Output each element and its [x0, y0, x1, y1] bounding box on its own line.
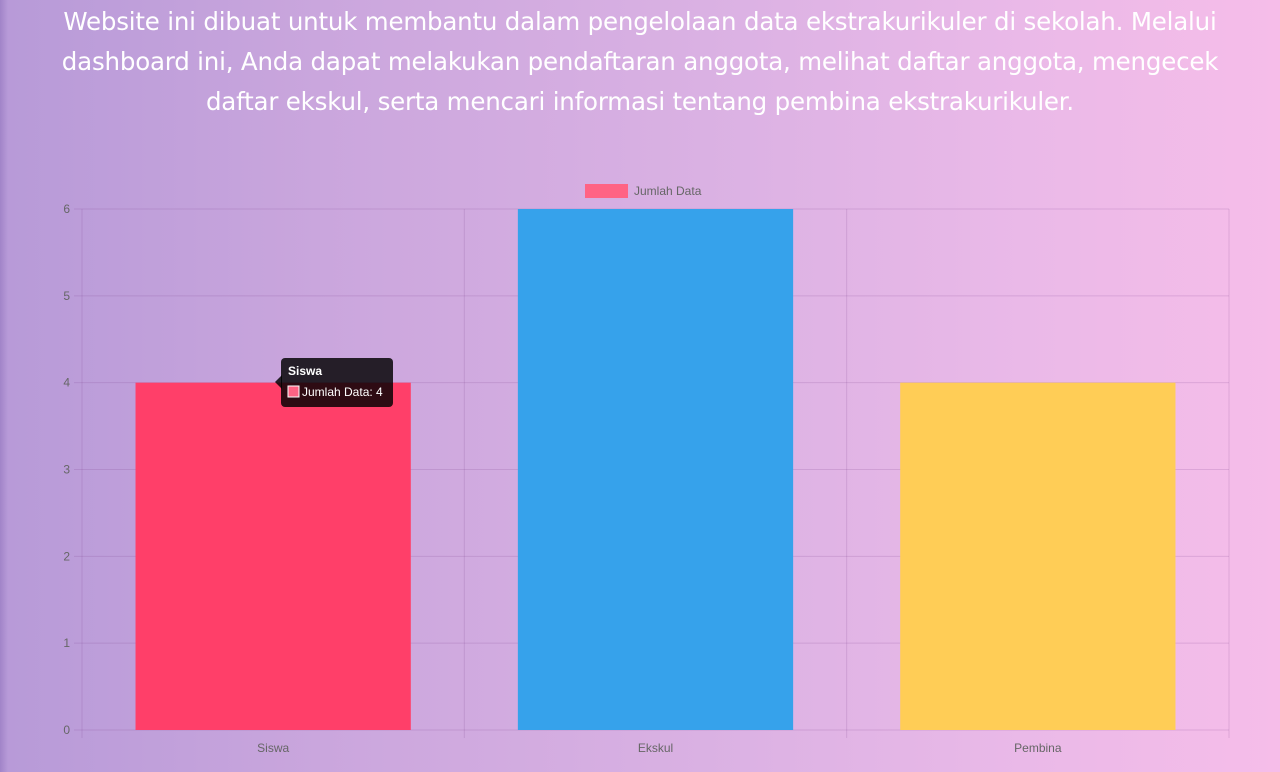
bar-ekskul[interactable]	[517, 209, 794, 730]
bar-pembina[interactable]	[900, 382, 1176, 730]
y-tick-label: 2	[63, 549, 70, 563]
x-axis-ticks: Siswa Ekskul Pembina	[257, 741, 1062, 755]
y-tick-label: 5	[63, 289, 70, 303]
tooltip-box	[281, 358, 393, 407]
tooltip-pointer	[275, 375, 282, 389]
x-tick-label-pembina: Pembina	[1014, 741, 1062, 755]
legend-swatch	[585, 184, 628, 198]
y-tick-label: 4	[63, 376, 70, 390]
y-tick-label: 6	[63, 202, 70, 216]
y-tick-label: 1	[63, 636, 70, 650]
bar-siswa[interactable]	[135, 382, 411, 730]
chart-bars	[135, 209, 1176, 730]
tooltip-swatch	[287, 385, 300, 398]
tooltip-label: Jumlah Data: 4	[302, 385, 383, 399]
chart-legend[interactable]: Jumlah Data	[585, 184, 702, 198]
y-tick-label: 0	[63, 723, 70, 737]
y-tick-label: 3	[63, 463, 70, 477]
legend-label-jumlah-data: Jumlah Data	[634, 184, 702, 198]
dashboard-description: Website ini dibuat untuk membantu dalam …	[61, 7, 1219, 116]
x-tick-label-ekskul: Ekskul	[638, 741, 673, 755]
tooltip-title: Siswa	[288, 364, 322, 378]
x-tick-label-siswa: Siswa	[257, 741, 289, 755]
chart-tooltip: Siswa Jumlah Data: 4	[275, 358, 393, 407]
y-axis-ticks: 0 1 2 3 4 5 6	[63, 202, 70, 737]
left-edge-shadow	[0, 0, 8, 772]
